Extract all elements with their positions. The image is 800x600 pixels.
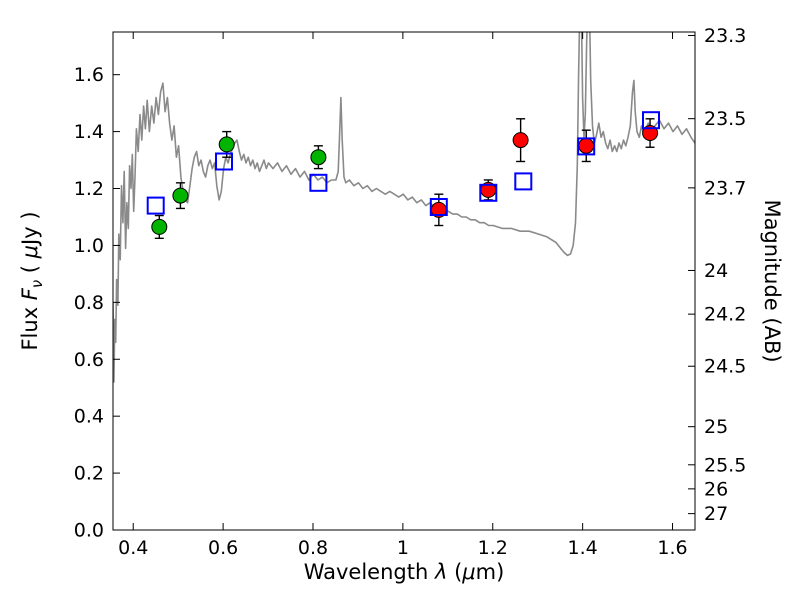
magnitude-tick-label: 25 [704,416,728,438]
plot-area [113,32,695,383]
flux-tick-label: 1.4 [74,121,104,143]
magnitude-tick-label: 24.2 [704,304,746,326]
x-tick-label: 1.4 [568,537,598,559]
x-tick-label: 1 [397,537,409,559]
green-photometry-point [172,187,189,204]
magnitude-tick-label: 23.3 [704,25,746,47]
xlabel-lambda-symbol: λ [434,560,448,584]
model-photometry-point [146,196,165,215]
x-axis-label: Wavelength λ (μm) [113,560,695,584]
magnitude-tick-label: 24.5 [704,356,746,378]
green-photometry-point [151,218,168,235]
flux-tick-label: 1.6 [74,64,104,86]
red-photometry-point [642,125,659,141]
model-photometry-point [514,172,533,191]
xlabel-unit-close: m) [475,560,505,584]
flux-tick-label: 1.0 [74,235,104,257]
red-photometry-point [578,137,595,154]
y-axis-label-flux: Flux Fν ( μJy ) [18,211,46,350]
magnitude-tick-label: 27 [704,503,728,525]
model-photometry-point [429,198,448,216]
xlabel-mu-symbol: μ [462,560,476,584]
tick-labels: 0.4 0.6 0.8 1 1.2 1.4 1.6 0.0 0.2 0.4 0.6 0.8 1.0 1.2… [74,25,747,559]
red-photometry-point [512,132,529,149]
ylabel-mu-symbol: μ [17,244,42,259]
magnitude-tick-label: 25.5 [704,454,746,476]
model-photometry-point [215,152,233,171]
y-axis-label-magnitude: Magnitude (AB) [760,199,784,363]
flux-tick-label: 0.4 [74,406,104,428]
model-photometry-point [577,137,596,156]
xlabel-unit-open: ( [447,560,463,584]
x-tick-label: 1.2 [478,537,508,559]
flux-tick-label: 0.8 [74,292,104,314]
axes-frame [112,31,696,531]
model-photometry-point [642,111,660,130]
flux-tick-label: 0.0 [74,520,104,542]
ylabel-unit-open: ( [17,258,42,280]
x-tick-label: 0.8 [298,537,328,559]
ylabel-text: Flux [17,300,42,351]
xlabel-text: Wavelength [303,560,435,584]
magnitude-tick-label: 23.5 [704,108,746,130]
magnitude-tick-label: 24 [704,260,728,282]
green-photometry-point [218,136,235,153]
magnitude-tick-label: 26 [704,478,728,500]
model-photometry-point [309,173,328,192]
flux-tick-label: 0.6 [74,349,104,371]
model-spectrum-line [113,32,695,383]
green-photometry-point [310,149,327,166]
x-tick-label: 0.4 [118,537,148,559]
ylabel-unit-close: Jy ) [17,211,42,245]
x-tick-label: 0.6 [208,537,238,559]
magnitude-tick-label: 23.7 [704,177,746,199]
model-photometry-point [479,183,498,202]
ylabel-flux-symbol: F [17,288,42,301]
flux-tick-label: 0.2 [74,463,104,485]
flux-tick-label: 1.2 [74,178,104,200]
x-tick-label: 1.6 [657,537,687,559]
ylabel-nu-subscript: ν [29,279,47,289]
